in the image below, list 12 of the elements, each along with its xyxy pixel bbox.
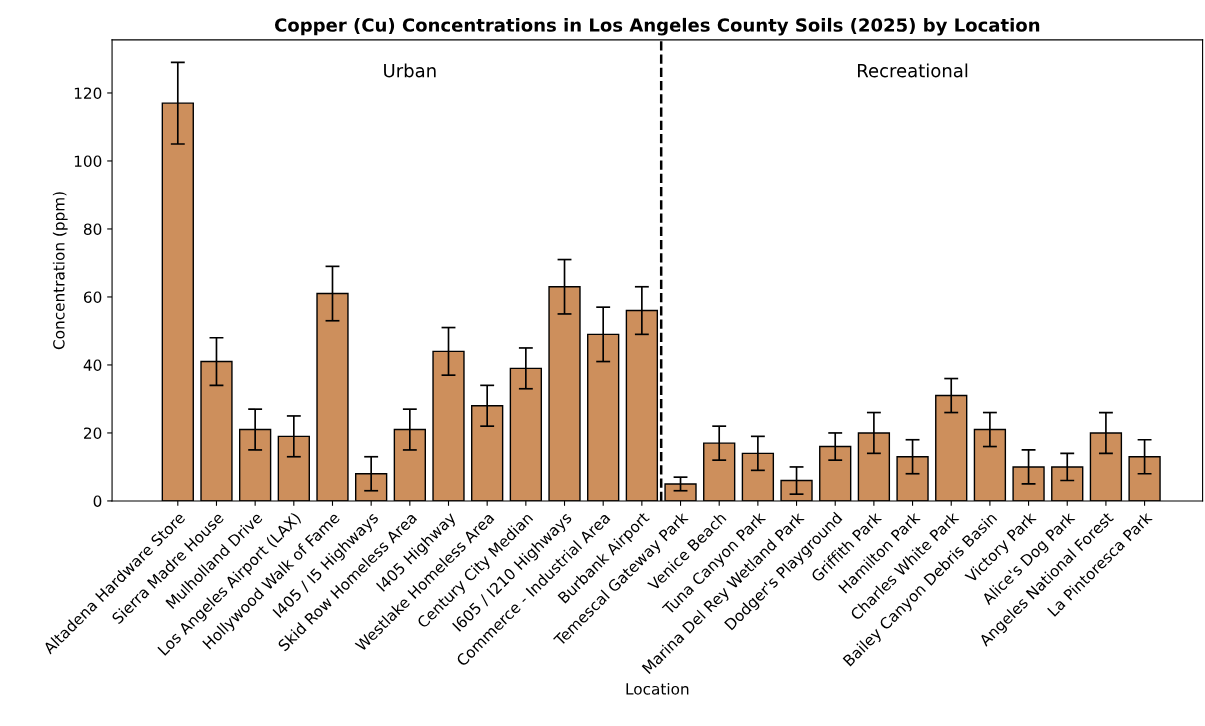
y-tick-label: 20 [84, 427, 102, 439]
y-tick-label: 100 [74, 155, 102, 167]
y-tick-label: 120 [74, 87, 102, 99]
y-axis-title: Concentration (ppm) [52, 192, 68, 350]
x-axis-title: Location [626, 682, 689, 695]
y-tick-label: 60 [83, 291, 102, 303]
y-tick-label: 0 [93, 495, 102, 507]
annotation: Urban [384, 63, 436, 78]
annotation: Recreational [858, 63, 968, 78]
y-tick-label: 40 [83, 359, 102, 371]
chart-title: Copper (Cu) Concentrations in Los Angeles County Soils (2025) by Location [274, 17, 1040, 36]
y-tick-label: 80 [83, 223, 102, 235]
